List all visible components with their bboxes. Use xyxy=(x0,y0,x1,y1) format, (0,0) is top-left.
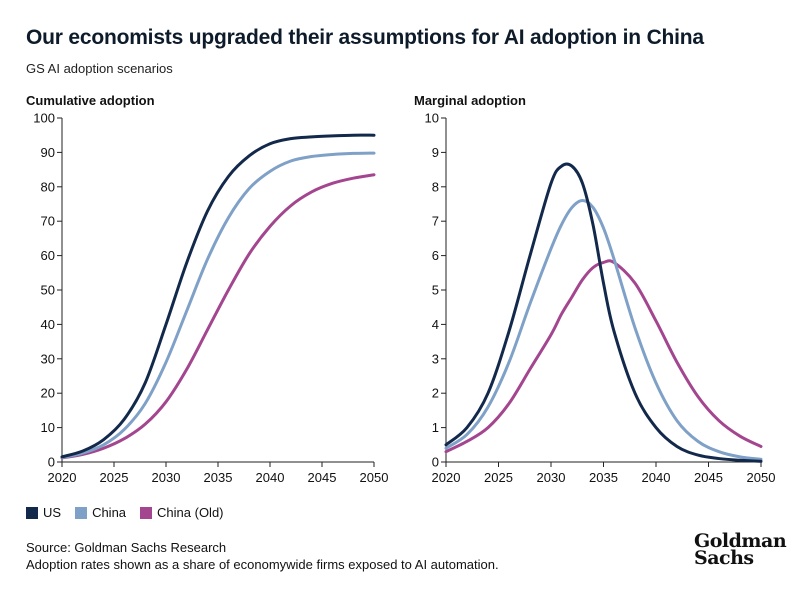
legend-label-china-old: China (Old) xyxy=(157,505,224,520)
source-text: Source: Goldman Sachs Research xyxy=(26,540,227,555)
right-y-tick-label: 6 xyxy=(432,248,439,263)
right-y-tick-label: 4 xyxy=(432,317,439,332)
legend-label-china: China xyxy=(92,505,127,520)
right-x-tick-label: 2030 xyxy=(537,470,566,485)
left-x-tick-label: 2050 xyxy=(360,470,389,485)
left-x-tick-label: 2025 xyxy=(100,470,129,485)
right-y-tick-label: 9 xyxy=(432,145,439,160)
right-x-tick-label: 2020 xyxy=(432,470,461,485)
right-x-tick-label: 2045 xyxy=(694,470,723,485)
right-y-tick-label: 5 xyxy=(432,283,439,298)
left-y-tick-label: 60 xyxy=(41,248,55,263)
right-series-line-china xyxy=(444,199,763,461)
right-series-line-us xyxy=(444,162,763,463)
left-y-tick-label: 100 xyxy=(33,111,55,126)
legend-swatch-china-old xyxy=(140,506,153,519)
left-series-line-china xyxy=(60,151,376,460)
right-y-tick-label: 3 xyxy=(432,351,439,366)
legend-label-us: US xyxy=(43,505,62,520)
legend-item-china-old: China (Old) xyxy=(140,505,224,520)
left-series-line-us xyxy=(60,133,376,459)
legend-item-us: US xyxy=(26,505,61,520)
right-y-tick-label: 8 xyxy=(432,179,439,194)
source-note: Source: Goldman Sachs Research Adoption … xyxy=(26,539,499,573)
legend-swatch-china xyxy=(75,506,88,519)
left-y-tick-label: 30 xyxy=(41,351,55,366)
right-x-tick-label: 2040 xyxy=(642,470,671,485)
left-y-tick-label: 40 xyxy=(41,317,55,332)
legend: US China China (Old) xyxy=(26,505,224,520)
left-x-tick-label: 2035 xyxy=(204,470,233,485)
right-y-tick-label: 10 xyxy=(425,111,439,126)
left-y-tick-label: 70 xyxy=(41,214,55,229)
logo-line-2: Sachs xyxy=(694,547,754,569)
left-y-tick-label: 90 xyxy=(41,145,55,160)
left-x-tick-label: 2020 xyxy=(48,470,77,485)
left-x-tick-label: 2045 xyxy=(308,470,337,485)
left-series-line-china-old xyxy=(60,173,376,460)
legend-item-china: China xyxy=(75,505,126,520)
left-x-tick-label: 2040 xyxy=(256,470,285,485)
left-panel-title: Cumulative adoption xyxy=(26,93,155,108)
left-y-tick-label: 10 xyxy=(41,420,55,435)
right-y-tick-label: 7 xyxy=(432,214,439,229)
logo-line-1: Goldman xyxy=(694,530,787,552)
chart-subtitle: GS AI adoption scenarios xyxy=(26,61,173,76)
footnote-text: Adoption rates shown as a share of econo… xyxy=(26,557,499,572)
goldman-sachs-logo: Goldman Sachs xyxy=(694,530,787,569)
left-y-tick-label: 20 xyxy=(41,386,55,401)
right-x-tick-label: 2035 xyxy=(589,470,618,485)
right-x-tick-label: 2050 xyxy=(747,470,776,485)
right-y-tick-label: 2 xyxy=(432,386,439,401)
chart-title: Our economists upgraded their assumption… xyxy=(26,26,704,49)
legend-swatch-us xyxy=(26,506,38,519)
left-y-tick-label: 0 xyxy=(48,455,55,470)
left-x-tick-label: 2030 xyxy=(152,470,181,485)
left-y-tick-label: 80 xyxy=(41,179,55,194)
left-y-tick-label: 50 xyxy=(41,283,55,298)
right-panel-title: Marginal adoption xyxy=(414,93,526,108)
right-y-tick-label: 0 xyxy=(432,455,439,470)
right-y-tick-label: 1 xyxy=(432,420,439,435)
right-series-line-china-old xyxy=(444,259,763,454)
right-x-tick-label: 2025 xyxy=(484,470,513,485)
